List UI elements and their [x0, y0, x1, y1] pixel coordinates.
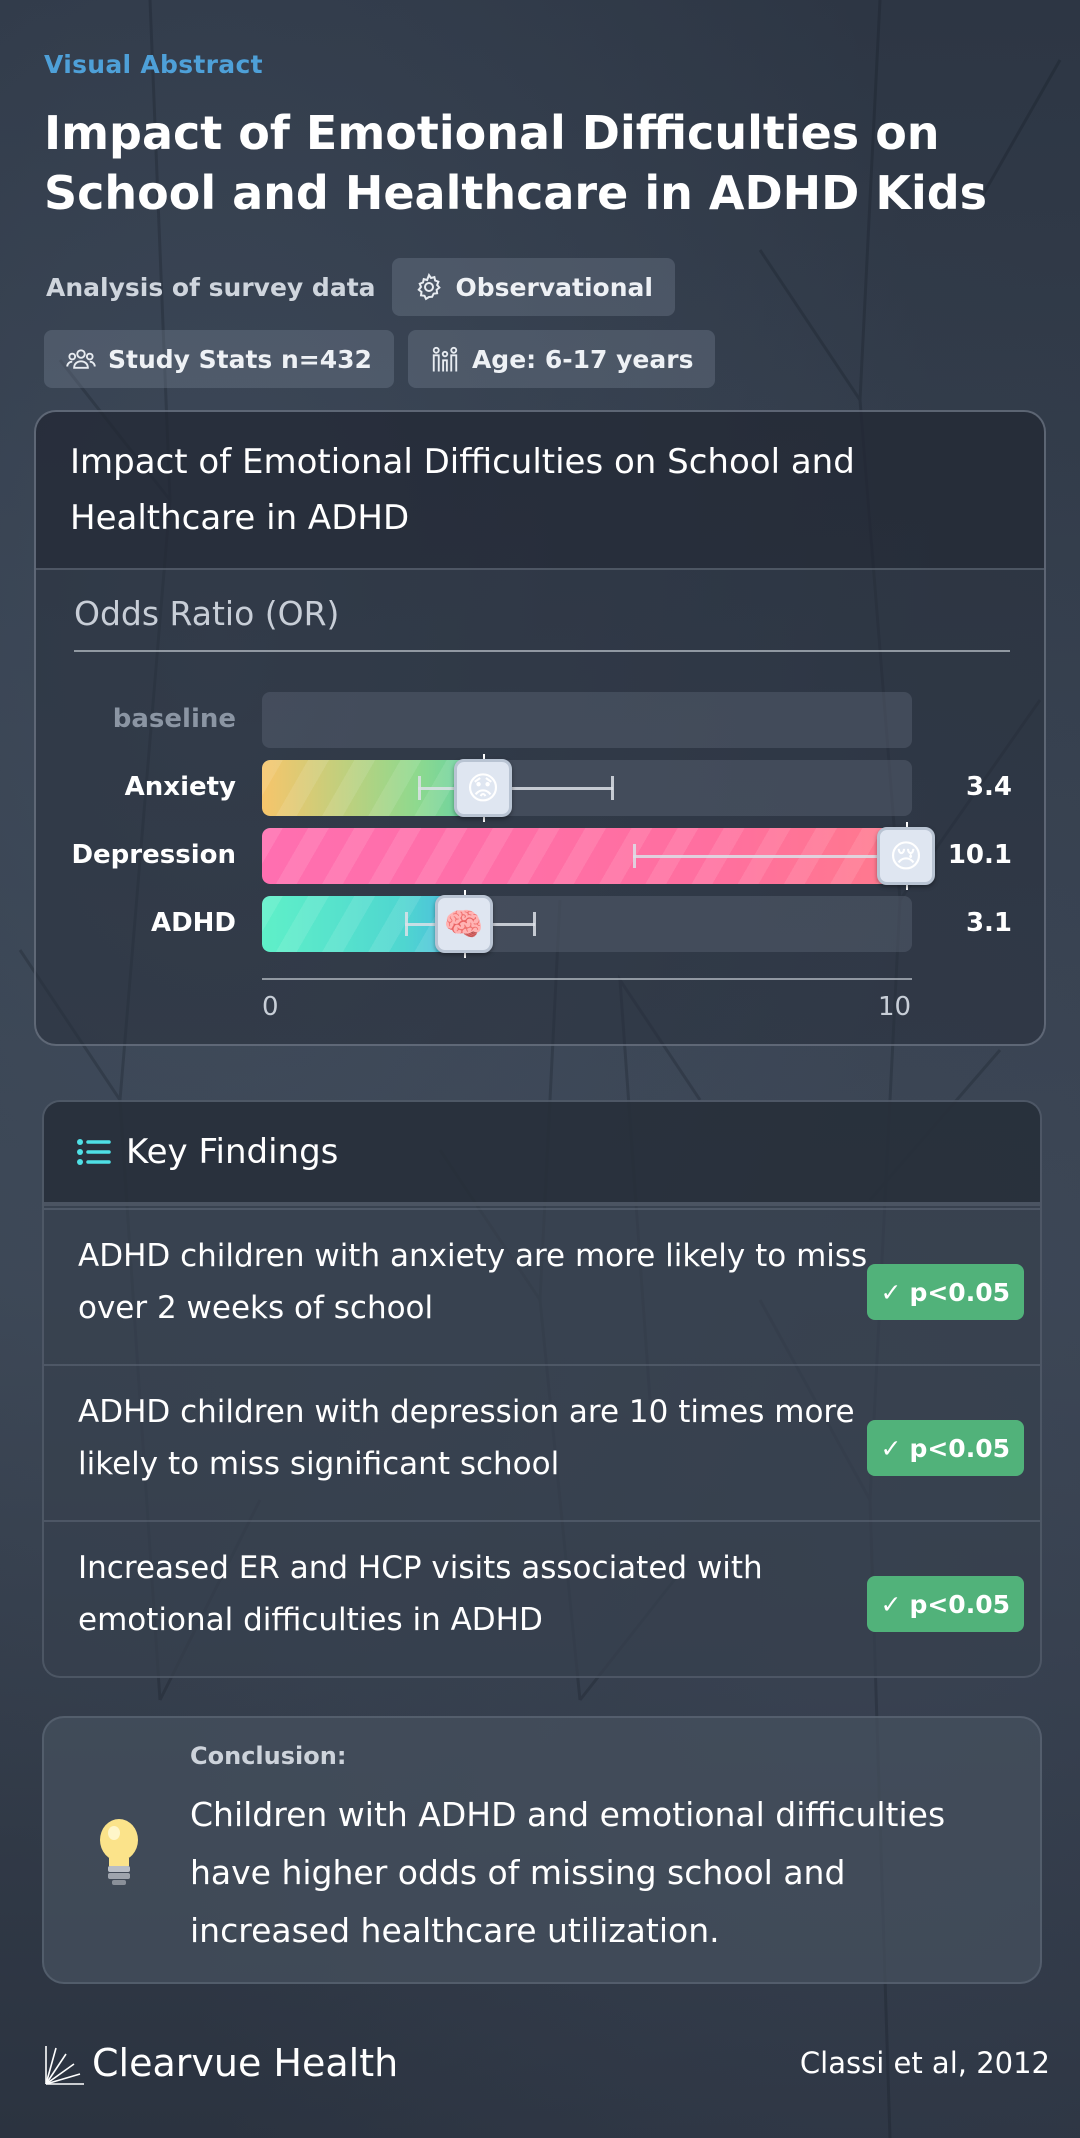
conclusion-card: Conclusion: Children with ADHD and emoti…	[42, 1716, 1042, 1984]
x-tick-label: 10	[878, 992, 912, 1022]
bar-label: Anxiety	[124, 772, 236, 802]
worried-face-icon: 😟	[454, 759, 512, 817]
error-cap	[418, 776, 421, 800]
badge-label: p<0.05	[909, 1277, 1010, 1307]
check-icon: ✓	[880, 1589, 902, 1619]
brand-name: Clearvue Health	[92, 2041, 399, 2085]
analysis-label: Analysis of survey data	[46, 272, 376, 302]
bar	[262, 760, 483, 816]
design-chip: Observational	[391, 258, 675, 316]
conclusion-label: Conclusion:	[190, 1742, 347, 1770]
error-bar	[632, 855, 906, 858]
brain-icon: 🧠	[434, 895, 493, 953]
finding-row: Increased ER and HCP visits associated w…	[44, 1520, 1040, 1676]
finding-text: ADHD children with anxiety are more like…	[78, 1238, 868, 1326]
data-label: 3.4	[965, 772, 1012, 802]
chart-card-title: Impact of Emotional Difficulties on Scho…	[36, 412, 1044, 570]
crying-face-icon: 😢	[877, 827, 935, 885]
key-findings-header: Key Findings	[44, 1102, 1040, 1206]
data-label: 10.1	[947, 840, 1012, 870]
family-icon	[432, 346, 458, 372]
lightbulb-icon	[100, 1819, 138, 1885]
finding-text: Increased ER and HCP visits associated w…	[78, 1550, 763, 1638]
bar-track	[262, 692, 912, 748]
stats-chip-label: Study Stats n=432	[108, 344, 372, 374]
bar-label: Depression	[71, 840, 236, 870]
error-cap	[533, 912, 536, 936]
list-icon	[77, 1139, 111, 1165]
bar-label: baseline	[112, 704, 236, 734]
error-bar	[418, 787, 613, 790]
x-axis	[262, 978, 912, 980]
error-cap	[405, 912, 408, 936]
finding-row: ADHD children with depression are 10 tim…	[44, 1364, 1040, 1520]
conclusion-text: Children with ADHD and emotional difficu…	[190, 1795, 946, 1950]
bar-label: ADHD	[150, 908, 236, 938]
logo-mark-icon	[45, 2046, 84, 2085]
key-findings-title: Key Findings	[126, 1132, 339, 1172]
meta-row-2: Study Stats n=432 Age: 6-17 years	[44, 330, 716, 388]
error-cap	[611, 776, 614, 800]
header: Visual Abstract Impact of Emotional Diff…	[44, 50, 1044, 223]
odds-ratio-chart: baseline Anxiety 😟 3.4 Depression 😢 10.1 ADHD 🧠 3…	[36, 672, 1044, 1032]
axis-title-rule	[74, 650, 1010, 652]
x-tick-label: 0	[262, 992, 279, 1022]
brand-logo: Clearvue Health	[42, 2040, 398, 2086]
age-chip-label: Age: 6-17 years	[471, 344, 694, 374]
key-findings-card: Key Findings ADHD children with anxiety …	[42, 1100, 1042, 1678]
finding-text: ADHD children with depression are 10 tim…	[78, 1394, 855, 1482]
age-chip: Age: 6-17 years	[407, 330, 716, 388]
chart-card: Impact of Emotional Difficulties on Scho…	[34, 410, 1046, 1046]
significance-badge: ✓ p<0.05	[866, 1264, 1024, 1320]
bar-track	[262, 896, 912, 952]
significance-badge: ✓ p<0.05	[866, 1576, 1024, 1632]
check-icon: ✓	[880, 1277, 902, 1307]
significance-badge: ✓ p<0.05	[866, 1420, 1024, 1476]
users-icon	[66, 349, 96, 369]
stats-chip: Study Stats n=432	[44, 330, 394, 388]
gear-icon	[416, 273, 441, 301]
design-chip-label: Observational	[455, 272, 653, 302]
finding-row: ADHD children with anxiety are more like…	[44, 1208, 1040, 1364]
badge-label: p<0.05	[909, 1433, 1010, 1463]
data-label: 3.1	[965, 908, 1012, 938]
error-cap	[632, 844, 636, 868]
citation: Classi et al, 2012	[799, 2046, 1050, 2080]
badge-label: p<0.05	[909, 1589, 1010, 1619]
page-title: Impact of Emotional Difficulties on Scho…	[44, 106, 988, 220]
axis-title: Odds Ratio (OR)	[74, 594, 340, 633]
eyebrow-label: Visual Abstract	[44, 50, 263, 79]
check-icon: ✓	[880, 1433, 902, 1463]
meta-row-1: Analysis of survey data Observational	[44, 258, 675, 316]
